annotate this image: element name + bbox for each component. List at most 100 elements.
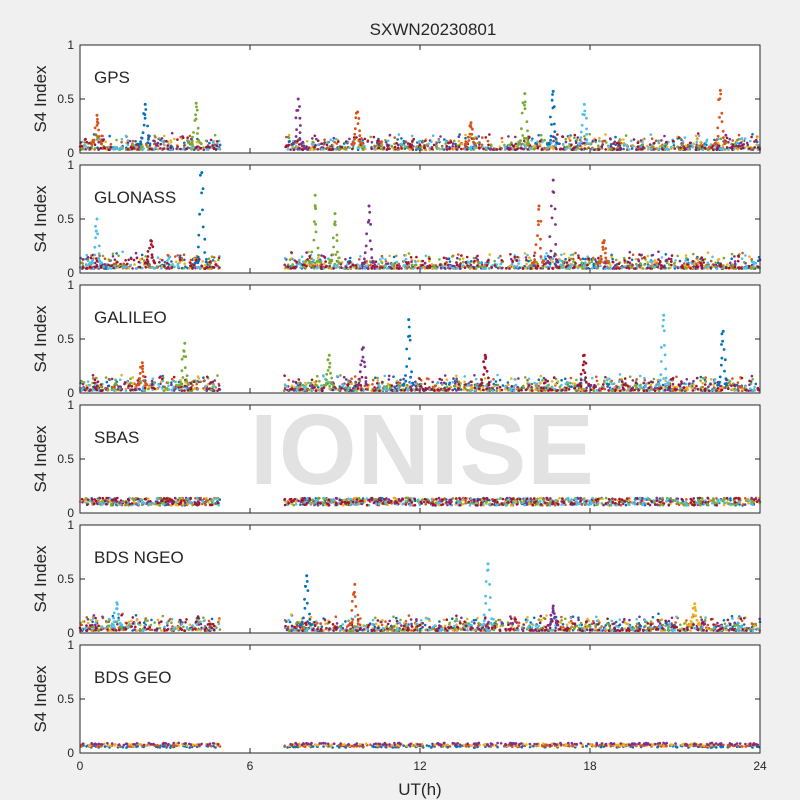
- peak-point: [97, 128, 100, 132]
- data-point: [557, 265, 560, 269]
- data-point: [129, 377, 132, 381]
- peak-point: [471, 137, 475, 140]
- data-point: [597, 383, 600, 386]
- peak-point: [333, 222, 336, 226]
- data-point: [199, 146, 203, 150]
- peak-point: [587, 142, 591, 146]
- peak-point: [550, 98, 554, 102]
- data-point: [103, 146, 106, 149]
- peak-point: [91, 258, 94, 262]
- peak-point: [332, 383, 335, 387]
- data-point: [325, 143, 329, 147]
- data-point: [535, 267, 539, 270]
- data-point: [283, 374, 286, 378]
- data-point: [400, 267, 403, 270]
- data-point: [286, 265, 290, 268]
- data-point: [135, 143, 138, 146]
- data-point: [731, 263, 734, 267]
- peak-point: [365, 383, 369, 387]
- peak-point: [203, 251, 207, 254]
- data-point: [496, 373, 499, 377]
- data-point: [120, 140, 123, 144]
- data-point: [682, 386, 686, 389]
- data-point: [335, 264, 339, 267]
- data-point: [485, 147, 488, 150]
- peak-point: [201, 208, 204, 212]
- data-point: [431, 380, 435, 384]
- data-point: [153, 142, 156, 146]
- peak-point: [714, 138, 718, 142]
- data-point: [687, 147, 690, 151]
- data-point: [568, 266, 571, 270]
- data-point: [669, 257, 673, 261]
- data-point: [94, 387, 98, 391]
- data-point: [369, 135, 373, 139]
- peak-point: [358, 134, 362, 138]
- data-point: [564, 382, 568, 386]
- data-point: [427, 142, 430, 146]
- peak-point: [579, 378, 583, 382]
- peak-point: [604, 256, 608, 260]
- data-point: [183, 141, 186, 145]
- data-point: [117, 254, 120, 257]
- data-point: [491, 389, 495, 393]
- data-point: [509, 253, 512, 256]
- peak-point: [151, 256, 154, 259]
- data-point: [608, 267, 612, 270]
- data-point: [692, 383, 695, 386]
- data-point: [598, 136, 601, 140]
- data-point: [285, 385, 289, 388]
- peak-max-point: [333, 212, 337, 216]
- data-point: [121, 147, 125, 150]
- data-point: [298, 147, 301, 150]
- data-point: [458, 267, 462, 270]
- peak-point: [667, 383, 671, 386]
- data-point: [654, 260, 657, 264]
- data-point: [750, 135, 753, 139]
- data-point: [554, 264, 558, 267]
- data-point: [109, 145, 113, 149]
- peak-point: [471, 127, 474, 131]
- data-point: [755, 136, 759, 139]
- data-point: [344, 258, 347, 261]
- data-point: [751, 389, 755, 392]
- data-point: [409, 385, 412, 389]
- peak-point: [405, 365, 409, 368]
- peak-max-point: [183, 341, 187, 345]
- data-point: [158, 137, 161, 140]
- data-point: [458, 258, 462, 261]
- data-point: [630, 147, 634, 150]
- data-point: [538, 381, 542, 385]
- data-point: [188, 261, 192, 264]
- peak-point: [548, 235, 552, 239]
- data-point: [340, 386, 343, 390]
- data-point: [361, 148, 365, 151]
- data-point: [308, 254, 312, 258]
- data-point: [642, 389, 646, 393]
- data-point: [408, 148, 412, 151]
- data-point: [727, 379, 731, 382]
- peak-point: [519, 139, 522, 143]
- data-point: [287, 136, 291, 140]
- data-point: [523, 252, 527, 255]
- data-point: [348, 137, 351, 141]
- data-point: [493, 384, 496, 388]
- data-point: [584, 261, 587, 264]
- data-point: [749, 382, 753, 385]
- data-point: [307, 381, 310, 385]
- data-point: [208, 141, 211, 145]
- data-point: [688, 382, 691, 385]
- data-point: [410, 267, 413, 270]
- data-point: [209, 260, 212, 263]
- data-point: [334, 137, 338, 141]
- data-point: [415, 148, 418, 151]
- data-point: [144, 266, 148, 269]
- peak-point: [552, 105, 556, 108]
- data-point: [704, 376, 707, 379]
- data-point: [130, 257, 133, 261]
- data-point: [415, 255, 418, 259]
- data-point: [404, 261, 408, 264]
- data-point: [517, 389, 521, 392]
- data-point: [481, 136, 484, 139]
- data-point: [543, 255, 547, 258]
